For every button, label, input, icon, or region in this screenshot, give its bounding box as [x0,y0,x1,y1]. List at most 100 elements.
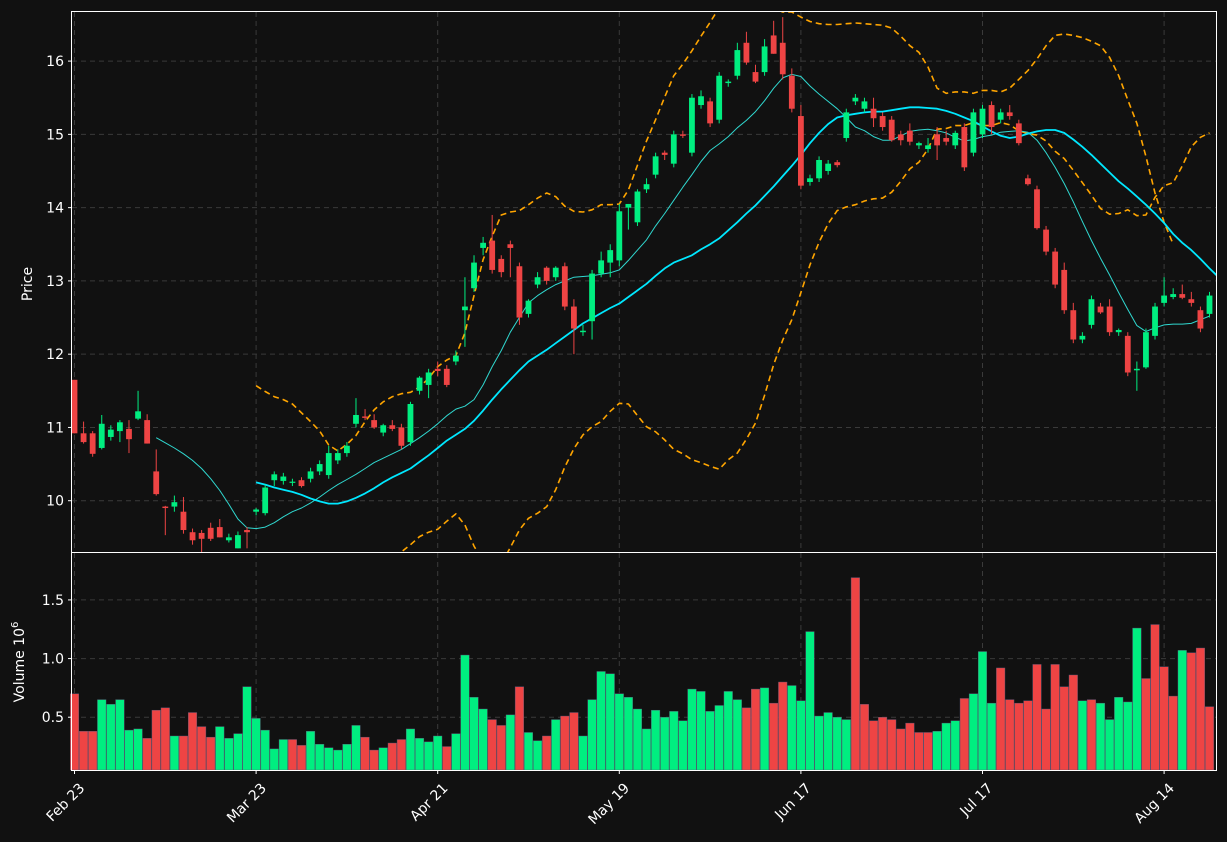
candle-body [725,81,732,84]
candle-body [852,97,859,102]
volume-bar [551,719,561,771]
candle-body [888,119,895,141]
volume-bar [514,686,524,771]
volume-bar [859,704,869,771]
volume-bar [832,717,842,771]
candle-body [580,330,586,333]
volume-bar [978,651,988,771]
volume-bar [578,735,588,771]
candle-body [207,527,214,539]
volume-bar [460,654,470,771]
candle-body [1034,189,1040,229]
volume-bar [1186,652,1196,771]
candle-body [407,403,414,443]
volume-bar [705,711,715,771]
candle-body [616,211,623,261]
volume-bar [287,739,297,771]
volume-bar [741,707,751,771]
candle-body [598,260,605,274]
candle-body [861,101,868,109]
volume-bar [760,687,770,771]
volume-bar [769,702,779,771]
candle-body [961,127,968,168]
candle-body [144,420,151,444]
volume-bar [1132,627,1142,771]
candle-body [307,471,314,479]
candle-body [943,138,950,142]
volume-bar [878,717,888,771]
candle-body [462,306,468,311]
candle-body [1015,123,1022,144]
volume-bar [151,709,161,771]
volume-bar [1014,702,1024,771]
candle-body [117,422,123,432]
volume-bar [632,708,642,771]
slow-moving-average-line [255,106,1216,505]
candle-body [316,464,323,472]
candle-body [443,368,450,385]
volume-bar [1141,678,1151,771]
volume-bar [188,712,198,771]
volume-bar [1005,699,1015,771]
candle-body [670,134,677,164]
volume-bar [687,688,697,771]
volume-bar [623,697,633,771]
volume-bar [1114,697,1124,771]
candle-body [1052,251,1059,285]
candle-body [925,145,931,150]
candle-body [72,379,78,434]
volume-bar [106,704,116,771]
candle-body [253,509,259,512]
volume-bar [306,731,316,771]
candle-body [552,267,559,278]
candle-body [743,42,750,63]
volume-bar [660,717,670,771]
volume-bar [1159,666,1169,771]
volume-bar [932,731,942,771]
volume-bar [1105,719,1115,771]
candle-body [934,134,940,146]
price-ytick-label: 12 [46,347,64,363]
candle-body [135,411,141,419]
candle-body [679,134,686,136]
candle-body [997,112,1004,120]
candle-body [1143,332,1149,368]
volume-bar [887,719,897,771]
candle-body [198,532,205,539]
candle-body [825,163,832,171]
candle-body [353,414,359,424]
volume-bar [387,742,397,771]
candle-body [271,474,278,481]
volume-bar-series [69,577,1214,771]
volume-bar [369,749,379,771]
volume-bar [469,697,479,771]
candle-body [1197,310,1204,329]
volume-bar [260,729,270,771]
volume-bar [696,691,706,771]
volume-bar [968,693,978,771]
price-ytick-label: 14 [46,201,64,217]
candle-body [344,445,350,454]
volume-bar [524,732,534,771]
candle-body [634,191,641,223]
candle-body [126,428,132,440]
volume-bar [1032,664,1042,771]
price-axis-label: Price [20,267,36,301]
volume-bar [723,691,733,771]
volume-bar [669,711,679,771]
volume-bar [442,746,452,771]
volume-bar [778,681,788,771]
candle-body [107,429,114,437]
candle-body [1006,112,1013,117]
volume-bar [787,685,797,771]
candle-body [380,425,387,433]
candle-body [425,372,432,385]
candle-body [834,162,841,166]
volume-bar [714,705,724,771]
candle-body [1188,299,1195,303]
candle-body [362,416,368,418]
candle-body [525,300,532,314]
volume-bar [1050,664,1060,771]
volume-bar [378,747,388,771]
candle-body [171,502,178,507]
